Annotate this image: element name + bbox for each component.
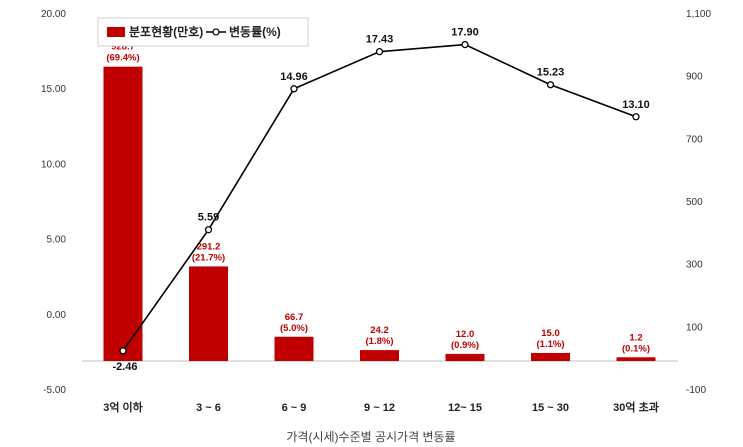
line-point — [375, 48, 384, 56]
category-label: 3억 이하 — [103, 400, 143, 414]
category-labels: 3억 이하 3 ~ 6 6 ~ 9 9 ~ 12 12~ 15 15 ~ 30 30억 초과 — [103, 400, 659, 414]
right-tick-label: 300 — [686, 260, 703, 271]
category-label: 6 ~ 9 — [282, 402, 307, 414]
line-series: -2.46 5.59 14.96 17.43 17.90 15.23 13.10 — [112, 27, 649, 373]
category-label: 9 ~ 12 — [364, 402, 395, 414]
bar-value-label: 291.2 — [197, 241, 221, 252]
left-tick-label: 15.00 — [41, 84, 66, 95]
bar — [531, 352, 570, 361]
bar-share-label: (1.8%) — [366, 336, 394, 347]
bar-value-label: 15.0 — [541, 328, 560, 339]
line-point-label: 15.23 — [537, 67, 565, 79]
line-point-label: -2.46 — [112, 361, 137, 373]
category-label: 12~ 15 — [448, 402, 482, 414]
bar — [189, 266, 228, 361]
chart-caption: 가격(시세)수준별 공시가격 변동률 — [286, 430, 455, 444]
line-point — [204, 226, 213, 234]
legend: 분포현황(만호) 변동률(%) — [97, 17, 309, 47]
bar-share-label: (0.9%) — [451, 340, 479, 351]
bar-share-label: (21.7%) — [192, 252, 225, 263]
left-tick-label: 10.00 — [41, 159, 66, 170]
line-point-label: 5.59 — [198, 212, 219, 224]
bar-value-label: 12.0 — [456, 329, 475, 340]
left-tick-label: 0.00 — [47, 310, 67, 321]
bar — [103, 66, 143, 361]
legend-line-label: 변동률(%) — [229, 24, 281, 39]
bar-value-label: 1.2 — [629, 332, 642, 343]
right-tick-label: -100 — [686, 385, 706, 396]
right-tick-label: 900 — [686, 72, 703, 83]
left-tick-label: 20.00 — [41, 9, 66, 20]
left-tick-label: -5.00 — [43, 385, 66, 396]
line-point-label: 13.10 — [622, 99, 650, 111]
bar-series — [103, 66, 656, 361]
right-tick-label: 1,100 — [686, 9, 711, 20]
bar — [616, 357, 656, 361]
bar-share-label: (69.4%) — [106, 53, 139, 64]
line-point — [632, 113, 640, 121]
legend-box — [97, 17, 309, 47]
category-label: 15 ~ 30 — [532, 402, 569, 414]
left-tick-label: 5.00 — [47, 235, 67, 246]
bar — [274, 336, 314, 361]
right-tick-label: 500 — [686, 197, 703, 208]
line-point — [461, 40, 469, 49]
right-axis: -100 100 300 500 700 900 1,100 — [686, 9, 711, 396]
bar — [360, 350, 399, 361]
line-point — [119, 347, 127, 355]
category-label: 30억 초과 — [613, 400, 659, 414]
legend-bar-swatch — [107, 27, 125, 37]
legend-bar-label: 분포현황(만호) — [129, 24, 203, 39]
bar — [445, 353, 485, 361]
bar-share-label: (5.0%) — [280, 323, 308, 334]
left-axis: -5.00 0.00 5.00 10.00 15.00 20.00 — [41, 9, 66, 396]
category-label: 3 ~ 6 — [196, 402, 221, 414]
bar-value-label: 928.7 — [111, 42, 135, 53]
line-point-label: 14.96 — [280, 71, 308, 83]
bar-value-labels: 928.7(69.4%)291.2(21.7%)66.7(5.0%) 24.2(1… — [106, 42, 650, 355]
bar-value-label: 24.2 — [370, 325, 389, 336]
line-point-label: 17.90 — [451, 27, 479, 39]
line-point — [290, 85, 298, 93]
line-point — [546, 81, 555, 89]
legend-line-marker — [212, 28, 220, 36]
bar-value-label: 66.7 — [285, 312, 304, 323]
bar-share-label: (0.1%) — [622, 343, 650, 354]
right-tick-label: 700 — [686, 134, 703, 145]
line-point-label: 17.43 — [366, 34, 394, 46]
right-tick-label: 100 — [686, 322, 703, 333]
bar-share-label: (1.1%) — [537, 339, 565, 350]
